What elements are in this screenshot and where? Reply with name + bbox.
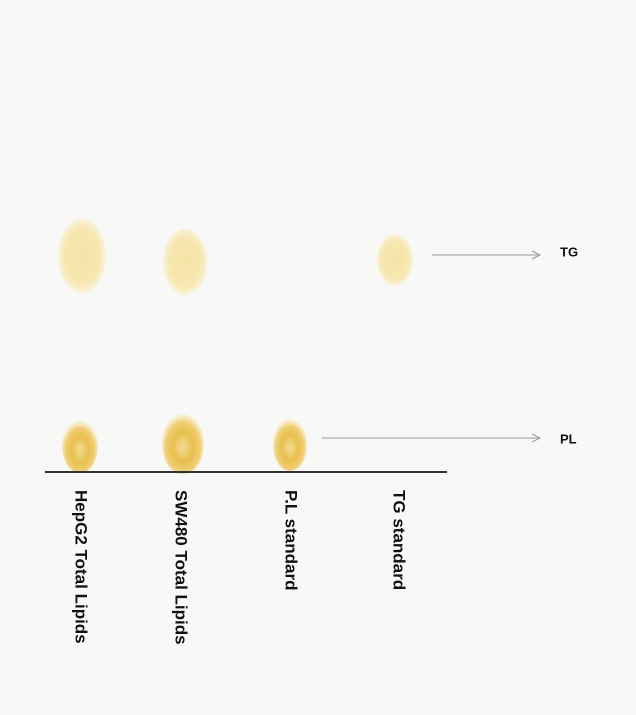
tg-spot	[58, 219, 106, 293]
pl-spot	[162, 414, 204, 474]
arrow-head	[531, 433, 542, 443]
lane-label: P.L standard	[282, 490, 301, 590]
tg-spot	[377, 234, 413, 286]
tg-spot	[163, 229, 207, 295]
marker-label: TG	[560, 244, 578, 259]
lane-label: SW480 Total Lipids	[172, 490, 191, 645]
pl-spot	[62, 421, 98, 473]
marker-label: PL	[560, 431, 577, 446]
lane-label: TG standard	[390, 490, 409, 590]
lane-label: HepG2 Total Lipids	[72, 490, 91, 644]
arrow-head	[531, 250, 542, 260]
pl-spot	[273, 419, 307, 471]
